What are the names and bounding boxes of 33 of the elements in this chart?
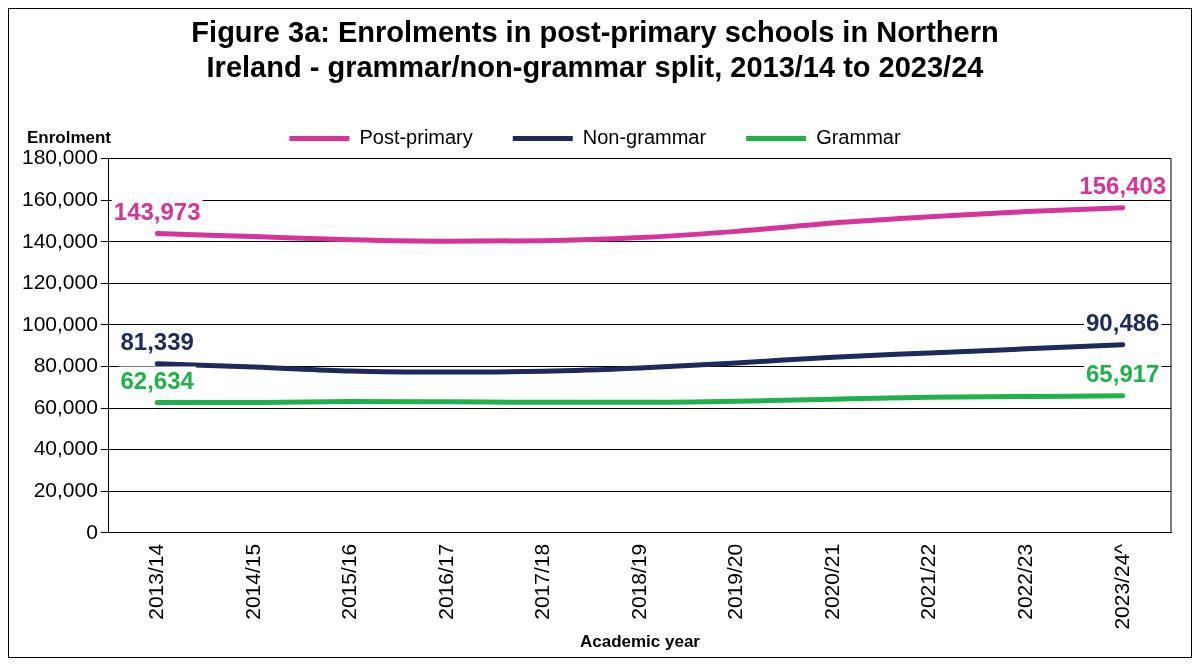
data-label: 156,403 [1079,172,1167,200]
data-label: 65,917 [1086,360,1160,388]
chart-title: Figure 3a: Enrolments in post-primary schools in Northern Ireland - grammar/non-grammar split, 2013/14 to 2023/24 [191,16,999,84]
x-tick-label: 2015/16 [337,543,361,620]
x-tick-label: 2014/15 [240,543,264,620]
x-tick-label: 2020/21 [819,543,843,620]
x-tick-label: 2013/14 [143,543,167,620]
y-tick-label: 0 [86,519,98,543]
y-axis-title: Enrolment [26,127,112,147]
data-label: 143,973 [113,198,201,226]
data-label: 90,486 [1086,309,1160,337]
x-tick-label: 2018/19 [626,543,650,620]
x-tick-label: 2019/20 [723,543,747,620]
y-tick-label: 80,000 [33,353,98,377]
legend-label: Grammar [816,126,901,149]
legend-label: Post-primary [359,126,473,149]
y-tick-label: 100,000 [21,311,98,335]
x-axis-title: Academic year [579,632,701,652]
x-tick-label: 2016/17 [433,543,457,620]
data-label: 81,339 [120,328,194,356]
x-tick-label: 2021/22 [916,543,940,620]
y-tick-label: 180,000 [21,145,98,169]
y-tick-label: 20,000 [33,478,98,502]
y-tick-label: 120,000 [21,270,98,294]
x-tick-label: 2022/23 [1012,543,1036,620]
y-tick-label: 60,000 [33,394,98,418]
y-tick-label: 40,000 [33,436,98,460]
y-tick-label: 160,000 [21,186,98,210]
y-tick-label: 140,000 [21,228,98,252]
data-label: 62,634 [120,367,195,395]
x-tick-label: 2023/24^ [1109,543,1133,630]
legend-label: Non-grammar [582,126,707,149]
x-tick-label: 2017/18 [530,543,554,620]
